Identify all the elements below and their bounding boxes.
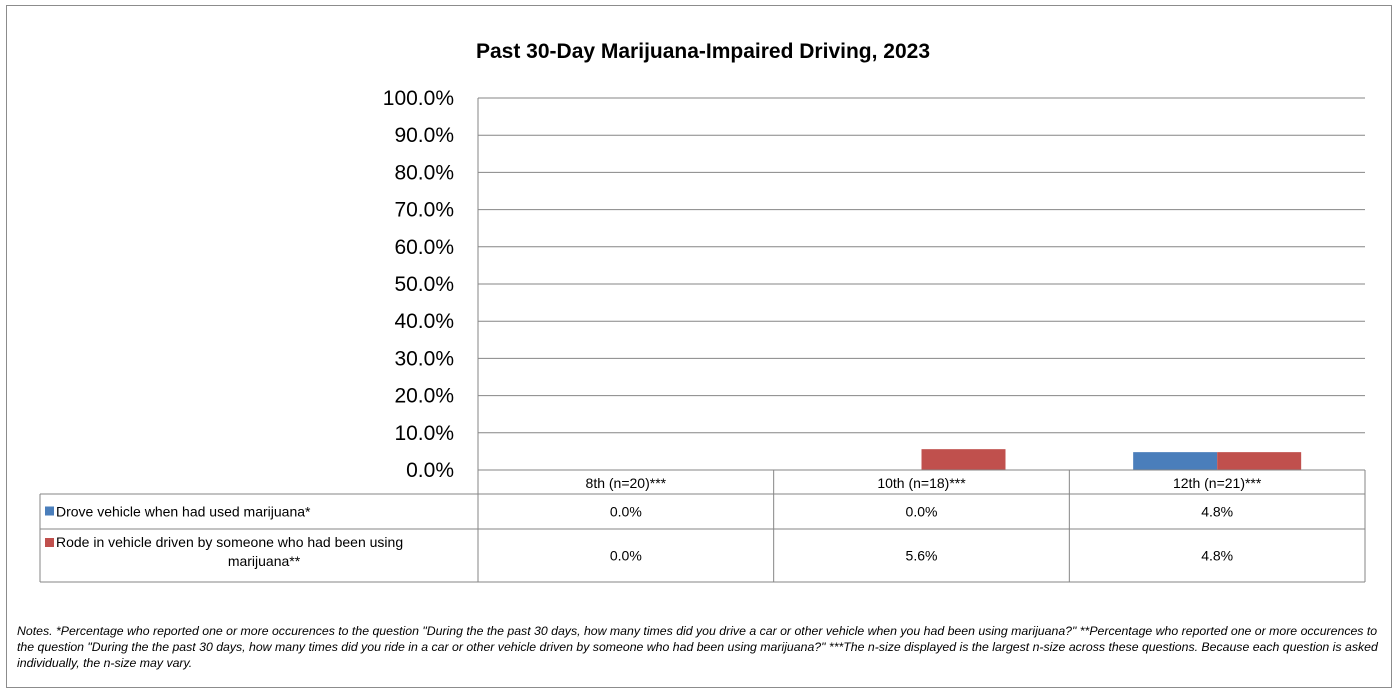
chart-notes: Notes. *Percentage who reported one or m… bbox=[17, 624, 1378, 670]
bars-layer bbox=[921, 449, 1302, 470]
data-label: 0.0% bbox=[610, 504, 642, 520]
y-tick-label: 30.0% bbox=[394, 347, 454, 370]
legend-label: Rode in vehicle driven by someone who ha… bbox=[56, 534, 403, 569]
x-tick-label: 12th (n=21)*** bbox=[1173, 475, 1262, 491]
y-tick-label: 80.0% bbox=[394, 161, 454, 184]
chart-svg: Past 30-Day Marijuana-Impaired Driving, … bbox=[39, 40, 1366, 583]
y-tick-label: 60.0% bbox=[394, 236, 454, 259]
bar bbox=[1133, 452, 1218, 470]
y-tick-label: 0.0% bbox=[406, 459, 454, 482]
bar bbox=[921, 449, 1006, 470]
data-label: 4.8% bbox=[1201, 504, 1233, 520]
legend-swatch bbox=[45, 538, 54, 547]
grid-layer bbox=[477, 97, 1365, 471]
x-tick-label: 8th (n=20)*** bbox=[586, 475, 667, 491]
y-tick-label: 70.0% bbox=[394, 199, 454, 222]
legend-label: Drove vehicle when had used marijuana* bbox=[56, 504, 311, 520]
y-tick-label: 40.0% bbox=[394, 310, 454, 333]
y-tick-label: 10.0% bbox=[394, 422, 454, 445]
y-tick-label: 100.0% bbox=[383, 87, 454, 110]
data-label: 5.6% bbox=[906, 548, 938, 564]
data-label: 0.0% bbox=[906, 504, 938, 520]
y-axis-ticks: 0.0% 10.0% 20.0% 30.0% 40.0% 50.0% 60.0% 70.0% 8… bbox=[383, 87, 454, 482]
x-tick-label: 10th (n=18)*** bbox=[877, 475, 966, 491]
data-label: 0.0% bbox=[610, 548, 642, 564]
data-table: 8th (n=20)*** 10th (n=18)*** 12th (n=21)**… bbox=[39, 469, 1366, 583]
data-label: 4.8% bbox=[1201, 548, 1233, 564]
bar bbox=[1217, 452, 1302, 470]
y-tick-label: 20.0% bbox=[394, 385, 454, 408]
y-tick-label: 50.0% bbox=[394, 273, 454, 296]
chart-frame: Past 30-Day Marijuana-Impaired Driving, … bbox=[6, 5, 1392, 688]
chart-title: Past 30-Day Marijuana-Impaired Driving, … bbox=[476, 40, 930, 63]
y-tick-label: 90.0% bbox=[394, 124, 454, 147]
legend-swatch bbox=[45, 506, 54, 516]
